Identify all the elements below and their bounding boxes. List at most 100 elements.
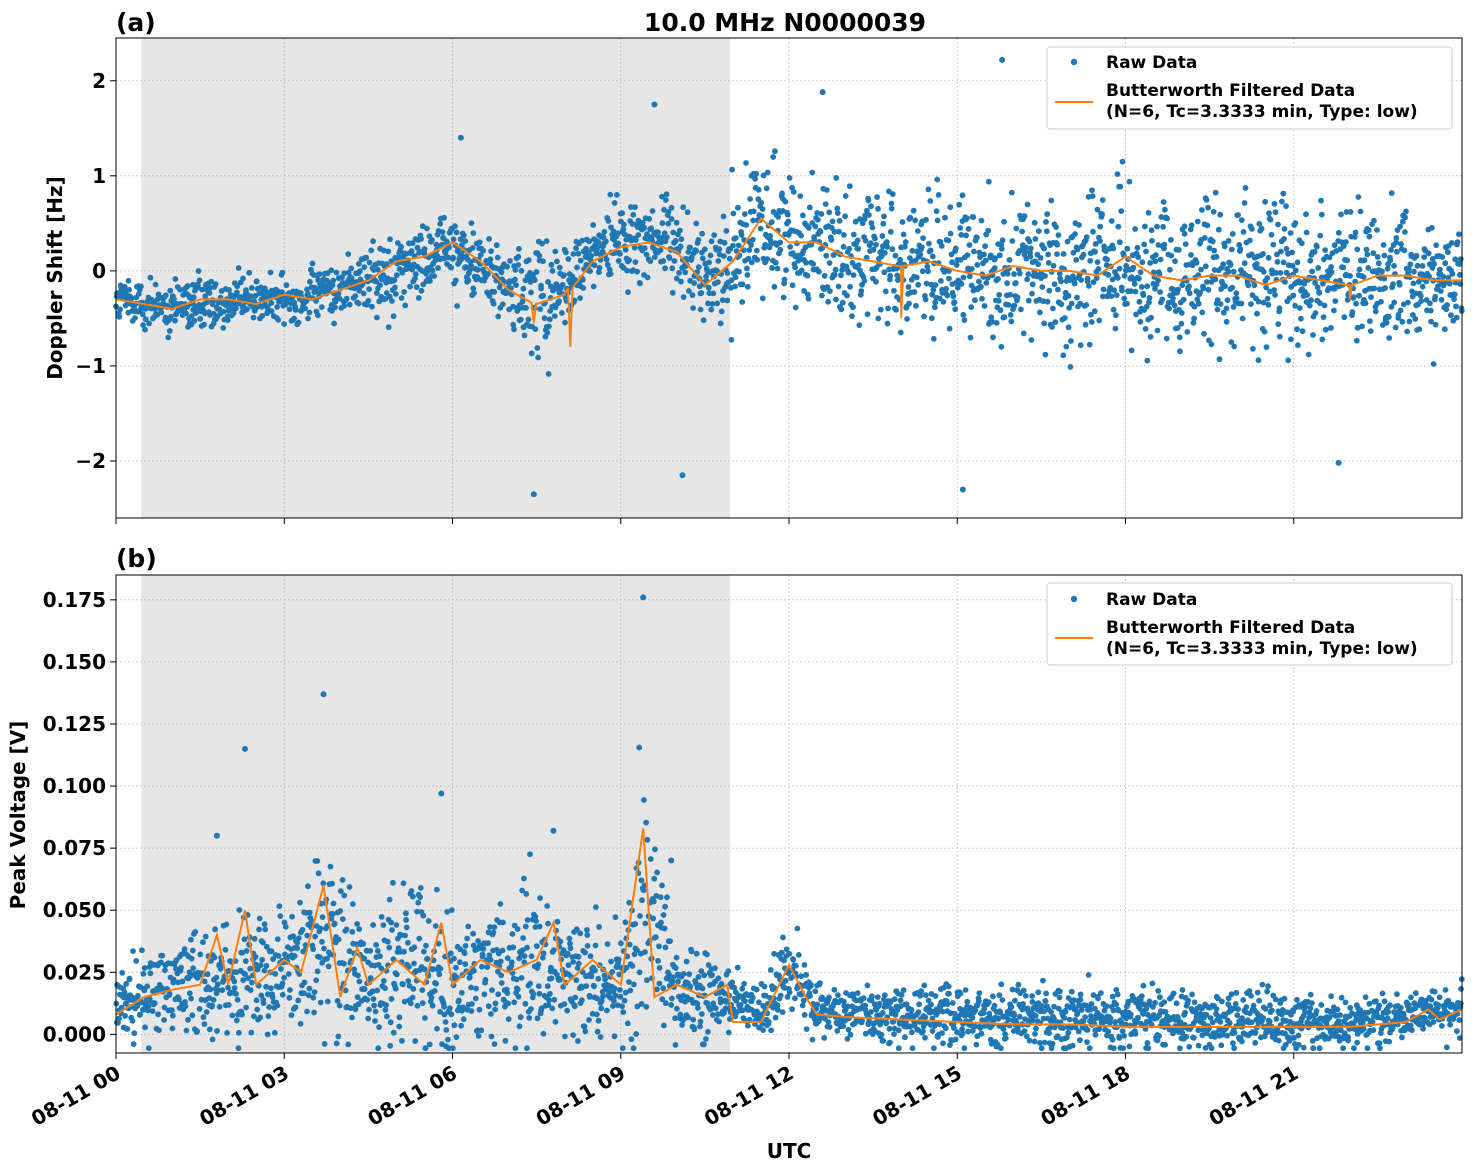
raw-data-point [774, 1002, 781, 1009]
raw-data-point [1191, 303, 1198, 310]
raw-data-point [656, 943, 662, 950]
raw-data-point [617, 987, 623, 993]
raw-data-point [421, 966, 428, 973]
raw-data-point [697, 1023, 703, 1030]
raw-data-point [784, 211, 791, 218]
raw-data-point [651, 254, 658, 260]
raw-data-point [783, 946, 790, 953]
raw-data-point [183, 310, 190, 317]
raw-data-point [1250, 345, 1256, 352]
raw-data-point [747, 196, 753, 202]
raw-data-point [689, 292, 696, 298]
raw-data-point [935, 192, 942, 198]
raw-data-point [782, 977, 789, 984]
raw-data-point [779, 1009, 786, 1015]
raw-data-point [1271, 287, 1277, 293]
raw-data-point [281, 321, 287, 327]
raw-data-point [1381, 275, 1388, 282]
raw-data-point [831, 986, 838, 993]
raw-data-point [1077, 991, 1084, 998]
raw-data-point [1312, 310, 1319, 316]
raw-data-point [165, 334, 172, 341]
raw-data-point [520, 285, 527, 292]
raw-data-point [575, 1038, 581, 1044]
raw-data-point [772, 148, 778, 155]
raw-data-point [470, 230, 477, 237]
raw-data-point [836, 228, 842, 235]
raw-data-point [943, 285, 949, 292]
raw-data-point [803, 972, 809, 978]
raw-data-point [635, 232, 642, 238]
raw-data-point [1073, 257, 1080, 263]
raw-data-point [993, 320, 1000, 326]
raw-data-point [1009, 238, 1016, 244]
raw-data-point [1282, 1042, 1289, 1048]
raw-data-point [1255, 298, 1262, 305]
raw-data-point [698, 290, 705, 296]
raw-data-point [983, 280, 990, 286]
raw-data-point [1162, 1041, 1168, 1048]
raw-data-point [735, 242, 742, 249]
raw-data-point [825, 1019, 832, 1025]
raw-data-point [938, 278, 944, 284]
raw-data-point [1217, 1014, 1223, 1021]
raw-data-point [1152, 258, 1159, 265]
raw-data-point [1398, 241, 1404, 247]
raw-data-point [992, 255, 999, 261]
raw-data-point [685, 1014, 691, 1021]
raw-data-point [1335, 229, 1342, 236]
raw-data-point [387, 1042, 394, 1049]
raw-data-point [1260, 299, 1267, 306]
raw-data-point [470, 285, 477, 292]
raw-data-point [268, 300, 275, 306]
raw-data-point [444, 909, 450, 915]
raw-data-point [1002, 1035, 1009, 1042]
raw-data-point [1265, 983, 1271, 990]
raw-data-point [1239, 315, 1246, 322]
raw-data-point [1219, 998, 1225, 1005]
raw-data-point [1110, 245, 1117, 252]
raw-data-point [634, 1003, 641, 1010]
raw-data-point [1405, 299, 1411, 306]
raw-data-point [881, 213, 887, 220]
raw-data-point [219, 987, 226, 993]
raw-data-point [1449, 270, 1456, 277]
raw-data-point [777, 992, 784, 999]
panel-a-y-axis-label: Doppler Shift [Hz] [43, 176, 67, 380]
raw-data-point [932, 304, 938, 311]
raw-data-point [365, 297, 372, 304]
raw-data-point [1100, 293, 1106, 300]
raw-data-point [1173, 1000, 1180, 1007]
raw-data-point [656, 980, 663, 987]
raw-data-point [513, 282, 519, 288]
raw-data-point [401, 289, 407, 295]
raw-data-point [366, 286, 372, 292]
raw-data-point [432, 923, 439, 929]
raw-data-point [1088, 1001, 1095, 1007]
raw-data-point [195, 282, 201, 289]
raw-data-point [985, 227, 992, 234]
raw-data-point [1175, 286, 1181, 293]
raw-data-point [1149, 237, 1155, 244]
raw-data-point [383, 1002, 389, 1008]
raw-data-point [116, 313, 123, 320]
raw-data-point [629, 963, 636, 969]
raw-data-point [1160, 199, 1167, 205]
raw-data-point [1149, 980, 1156, 987]
raw-data-point [1025, 271, 1032, 277]
raw-data-point [982, 257, 989, 264]
raw-data-point [708, 238, 715, 245]
raw-data-point [1372, 308, 1379, 315]
raw-data-point [335, 936, 342, 943]
raw-data-point [586, 994, 593, 1000]
raw-data-point [628, 204, 634, 211]
raw-data-point [1432, 293, 1439, 300]
raw-data-point [1239, 1038, 1245, 1045]
raw-data-point [647, 258, 654, 265]
raw-data-point [1309, 1037, 1316, 1044]
raw-data-point [1260, 1015, 1267, 1021]
raw-data-point [746, 247, 753, 254]
raw-data-point [1057, 988, 1063, 995]
raw-data-point [222, 946, 229, 953]
panel-a-legend-box [1046, 46, 1453, 130]
